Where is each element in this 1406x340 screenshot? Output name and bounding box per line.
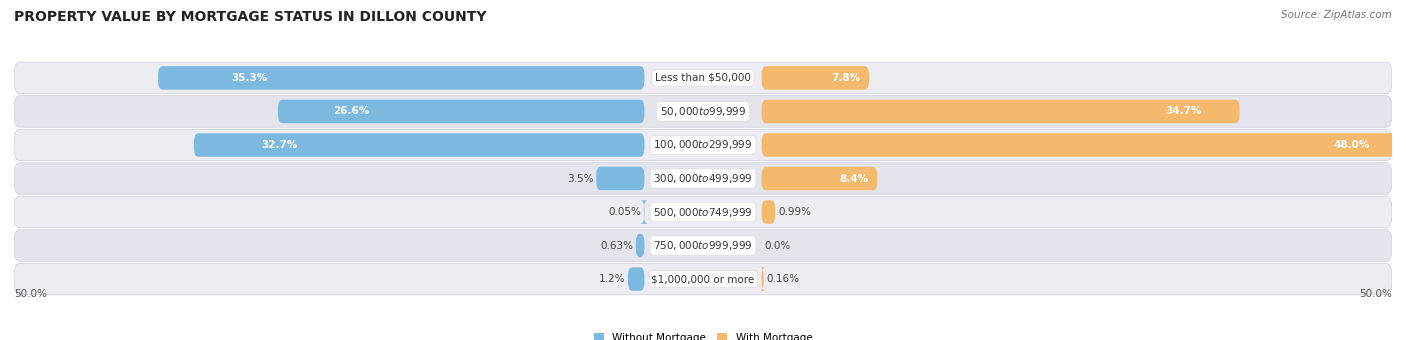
- FancyBboxPatch shape: [762, 200, 775, 224]
- FancyBboxPatch shape: [640, 200, 648, 224]
- Text: $50,000 to $99,999: $50,000 to $99,999: [659, 105, 747, 118]
- FancyBboxPatch shape: [278, 100, 644, 123]
- FancyBboxPatch shape: [14, 263, 1392, 295]
- Text: 48.0%: 48.0%: [1334, 140, 1369, 150]
- Text: 34.7%: 34.7%: [1166, 106, 1202, 116]
- FancyBboxPatch shape: [194, 133, 644, 157]
- FancyBboxPatch shape: [762, 100, 1240, 123]
- FancyBboxPatch shape: [157, 66, 644, 90]
- FancyBboxPatch shape: [14, 196, 1392, 228]
- Legend: Without Mortgage, With Mortgage: Without Mortgage, With Mortgage: [589, 329, 817, 340]
- Text: 0.0%: 0.0%: [765, 241, 790, 251]
- FancyBboxPatch shape: [762, 167, 877, 190]
- Text: 50.0%: 50.0%: [1360, 289, 1392, 299]
- FancyBboxPatch shape: [628, 267, 644, 291]
- Text: Source: ZipAtlas.com: Source: ZipAtlas.com: [1281, 10, 1392, 20]
- FancyBboxPatch shape: [14, 230, 1392, 261]
- Text: 7.8%: 7.8%: [831, 73, 860, 83]
- Text: $300,000 to $499,999: $300,000 to $499,999: [654, 172, 752, 185]
- Text: PROPERTY VALUE BY MORTGAGE STATUS IN DILLON COUNTY: PROPERTY VALUE BY MORTGAGE STATUS IN DIL…: [14, 10, 486, 24]
- Text: 0.99%: 0.99%: [778, 207, 811, 217]
- Text: 3.5%: 3.5%: [567, 173, 593, 184]
- Text: Less than $50,000: Less than $50,000: [655, 73, 751, 83]
- Text: $100,000 to $299,999: $100,000 to $299,999: [654, 138, 752, 152]
- Text: 50.0%: 50.0%: [14, 289, 46, 299]
- Text: 0.16%: 0.16%: [766, 274, 800, 284]
- Text: 26.6%: 26.6%: [333, 106, 370, 116]
- FancyBboxPatch shape: [596, 167, 644, 190]
- FancyBboxPatch shape: [14, 129, 1392, 161]
- FancyBboxPatch shape: [14, 62, 1392, 94]
- FancyBboxPatch shape: [14, 163, 1392, 194]
- FancyBboxPatch shape: [759, 267, 766, 291]
- Text: 32.7%: 32.7%: [262, 140, 298, 150]
- Text: $1,000,000 or more: $1,000,000 or more: [651, 274, 755, 284]
- FancyBboxPatch shape: [762, 66, 869, 90]
- FancyBboxPatch shape: [14, 96, 1392, 127]
- Text: 0.63%: 0.63%: [600, 241, 633, 251]
- Text: 1.2%: 1.2%: [599, 274, 626, 284]
- Text: 8.4%: 8.4%: [839, 173, 868, 184]
- Text: $500,000 to $749,999: $500,000 to $749,999: [654, 205, 752, 219]
- Text: 35.3%: 35.3%: [231, 73, 267, 83]
- FancyBboxPatch shape: [762, 133, 1406, 157]
- Text: $750,000 to $999,999: $750,000 to $999,999: [654, 239, 752, 252]
- Text: 0.05%: 0.05%: [609, 207, 641, 217]
- FancyBboxPatch shape: [636, 234, 644, 257]
